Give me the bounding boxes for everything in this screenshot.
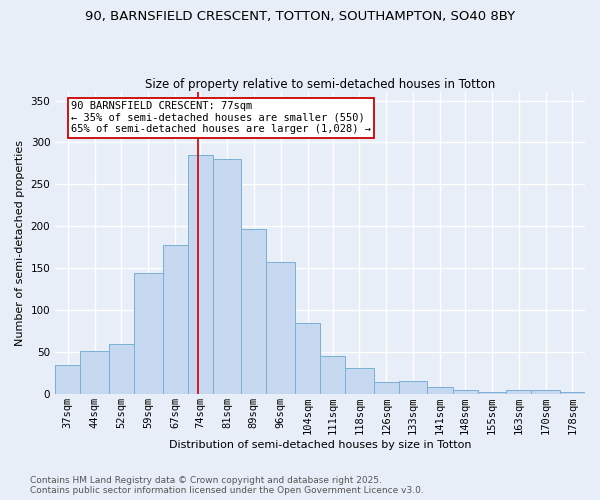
Bar <box>506 390 532 394</box>
Bar <box>345 368 374 394</box>
Text: 90 BARNSFIELD CRESCENT: 77sqm
← 35% of semi-detached houses are smaller (550)
65: 90 BARNSFIELD CRESCENT: 77sqm ← 35% of s… <box>71 101 371 134</box>
Bar <box>427 388 452 394</box>
Bar <box>266 262 295 394</box>
Bar <box>212 160 241 394</box>
Bar <box>478 392 506 394</box>
Bar <box>109 344 134 394</box>
Bar <box>295 323 320 394</box>
Y-axis label: Number of semi-detached properties: Number of semi-detached properties <box>15 140 25 346</box>
Bar <box>241 229 266 394</box>
Bar <box>188 155 212 394</box>
X-axis label: Distribution of semi-detached houses by size in Totton: Distribution of semi-detached houses by … <box>169 440 472 450</box>
Title: Size of property relative to semi-detached houses in Totton: Size of property relative to semi-detach… <box>145 78 495 91</box>
Bar <box>163 245 188 394</box>
Text: 90, BARNSFIELD CRESCENT, TOTTON, SOUTHAMPTON, SO40 8BY: 90, BARNSFIELD CRESCENT, TOTTON, SOUTHAM… <box>85 10 515 23</box>
Text: Contains HM Land Registry data © Crown copyright and database right 2025.
Contai: Contains HM Land Registry data © Crown c… <box>30 476 424 495</box>
Bar <box>532 390 560 394</box>
Bar <box>80 350 109 394</box>
Bar <box>134 272 163 394</box>
Bar <box>374 382 399 394</box>
Bar <box>452 390 478 394</box>
Bar <box>320 356 345 394</box>
Bar <box>399 380 427 394</box>
Bar <box>55 365 80 394</box>
Bar <box>560 392 585 394</box>
